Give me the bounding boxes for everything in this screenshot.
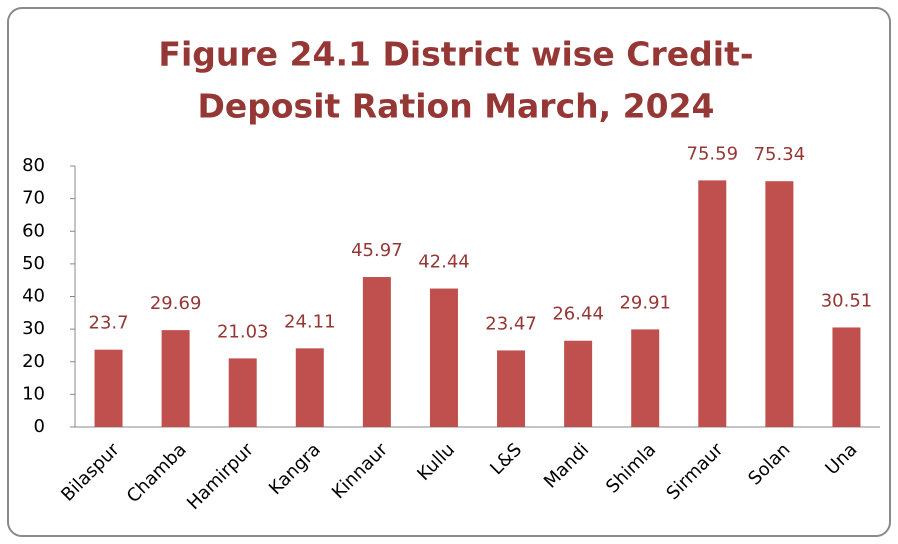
y-tick-label: 70 (22, 188, 45, 209)
bar (161, 330, 190, 427)
y-tick-label: 20 (22, 351, 45, 372)
y-tick-label: 0 (34, 416, 45, 437)
data-label: 26.44 (552, 304, 604, 325)
data-label: 75.34 (754, 144, 806, 165)
bar (832, 327, 861, 427)
chart-title: Deposit Ration March, 2024 (197, 87, 714, 126)
data-label: 30.51 (821, 290, 873, 311)
data-label: 29.91 (619, 292, 671, 313)
chart-title: Figure 24.1 District wise Credit- (158, 35, 753, 74)
y-tick-label: 50 (22, 253, 45, 274)
data-label: 75.59 (687, 143, 739, 164)
bar (631, 329, 660, 427)
y-tick-label: 60 (22, 220, 45, 241)
data-label: 23.47 (485, 313, 537, 334)
data-label: 42.44 (418, 252, 470, 273)
y-tick-label: 30 (22, 318, 45, 339)
bar (228, 358, 257, 427)
data-label: 29.69 (150, 293, 202, 314)
y-tick-label: 40 (22, 286, 45, 307)
bar (94, 349, 123, 427)
bar (295, 348, 324, 427)
bar (362, 277, 391, 427)
bar (698, 180, 727, 427)
y-tick-label: 10 (22, 383, 45, 404)
bar (497, 350, 526, 427)
bar (429, 288, 458, 427)
data-label: 45.97 (351, 240, 403, 261)
chart-border (7, 7, 891, 537)
data-label: 24.11 (284, 311, 336, 332)
bar (765, 181, 794, 427)
data-label: 21.03 (217, 321, 269, 342)
y-tick-label: 80 (22, 155, 45, 176)
bar (564, 340, 593, 427)
data-label: 23.7 (89, 313, 129, 334)
